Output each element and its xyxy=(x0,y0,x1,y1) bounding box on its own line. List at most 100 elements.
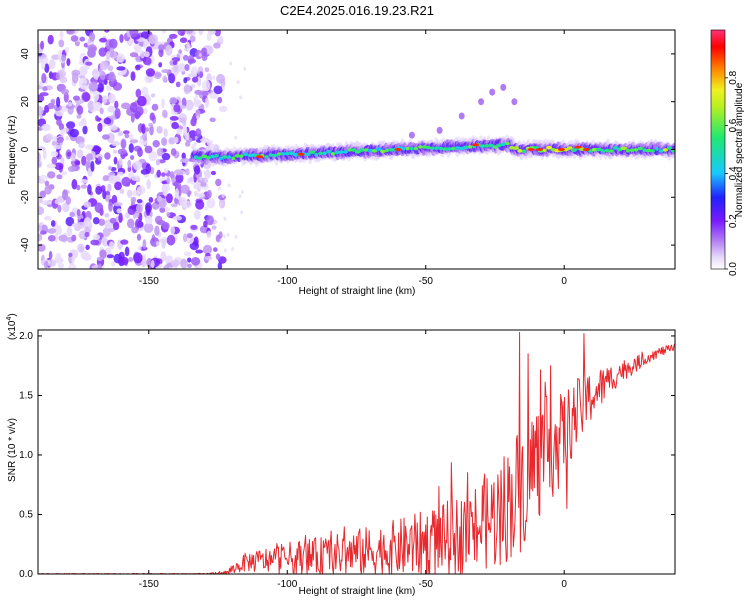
noise-speckle xyxy=(97,156,103,161)
noise-speckle xyxy=(200,47,208,56)
noise-speckle xyxy=(94,202,104,213)
noise-speckle xyxy=(195,94,199,99)
signal-core xyxy=(375,147,383,151)
noise-speckle xyxy=(175,81,181,88)
signal-core xyxy=(330,152,336,156)
colorbar-label: Normalized spectral amplitude xyxy=(734,82,745,217)
noise-speckle xyxy=(77,243,85,253)
signal-core xyxy=(334,150,340,155)
noise-speckle xyxy=(189,35,196,43)
noise-speckle xyxy=(136,203,143,214)
noise-speckle xyxy=(212,75,216,80)
signal-core xyxy=(645,148,652,153)
noise-speckle xyxy=(194,190,198,197)
noise-speckle xyxy=(124,133,130,139)
signal-outlier xyxy=(500,83,507,91)
noise-speckle xyxy=(114,108,121,119)
noise-speckle xyxy=(226,232,230,237)
noise-speckle xyxy=(207,189,212,199)
noise-speckle xyxy=(195,128,202,138)
noise-speckle xyxy=(85,160,92,169)
noise-speckle xyxy=(95,186,103,195)
noise-speckle xyxy=(112,221,120,231)
signal-core xyxy=(512,146,519,150)
noise-speckle xyxy=(68,165,76,173)
signal-core xyxy=(608,149,614,153)
noise-speckle xyxy=(131,226,139,234)
noise-speckle xyxy=(58,39,65,48)
noise-speckle xyxy=(144,145,153,154)
signal-core xyxy=(462,145,470,150)
noise-speckle xyxy=(219,238,223,243)
noise-speckle xyxy=(179,52,184,60)
noise-speckle xyxy=(173,30,179,33)
noise-speckle xyxy=(155,241,160,247)
noise-speckle xyxy=(170,148,177,156)
noise-speckle xyxy=(140,168,149,175)
noise-speckle xyxy=(179,37,188,43)
noise-speckle xyxy=(128,257,134,262)
colorbar: 0.0 0.2 0.4 0.6 0.8 Normalized spectral ampl… xyxy=(710,29,745,276)
noise-speckle xyxy=(198,30,204,36)
noise-speckle xyxy=(218,105,228,113)
spectrogram-y-tick-label: -40 xyxy=(20,237,31,252)
signal-core xyxy=(354,150,361,154)
noise-speckle xyxy=(137,147,143,157)
noise-speckle xyxy=(119,188,125,195)
noise-speckle xyxy=(119,34,124,43)
noise-speckle xyxy=(163,128,168,138)
noise-speckle xyxy=(161,183,171,193)
noise-speckle xyxy=(102,95,108,104)
noise-speckle xyxy=(140,31,149,40)
signal-core xyxy=(309,150,316,154)
noise-speckle xyxy=(141,86,149,97)
noise-speckle xyxy=(38,105,44,116)
signal-core xyxy=(637,146,644,151)
noise-speckle xyxy=(85,61,93,66)
noise-speckle xyxy=(64,47,70,54)
noise-speckle xyxy=(241,190,244,194)
noise-speckle xyxy=(134,210,140,218)
colorbar-tick-label: 0.8 xyxy=(728,70,739,84)
noise-speckle xyxy=(215,253,221,260)
noise-speckle xyxy=(83,217,92,227)
colorbar-tick-label: 0.0 xyxy=(728,262,739,276)
noise-speckle xyxy=(38,179,46,184)
noise-speckle xyxy=(217,261,223,269)
noise-speckle xyxy=(234,234,238,239)
noise-speckle xyxy=(229,61,233,66)
signal-core xyxy=(401,147,406,151)
noise-speckle xyxy=(71,179,78,190)
noise-speckle xyxy=(166,212,171,217)
noise-speckle xyxy=(199,71,204,78)
signal-core xyxy=(243,152,249,157)
noise-speckle xyxy=(137,245,142,251)
noise-speckle xyxy=(173,266,178,269)
noise-speckle xyxy=(193,100,202,107)
noise-speckle xyxy=(148,151,158,162)
noise-speckle xyxy=(171,259,180,268)
noise-speckle xyxy=(154,72,162,78)
signal-core xyxy=(492,145,498,149)
noise-speckle xyxy=(38,206,45,216)
signal-core xyxy=(277,152,281,156)
noise-speckle xyxy=(143,51,150,58)
noise-speckle xyxy=(149,112,155,121)
noise-speckle xyxy=(47,34,54,45)
noise-speckle xyxy=(173,169,184,176)
signal-core xyxy=(505,141,510,146)
signal-core xyxy=(338,150,344,154)
noise-speckle xyxy=(90,239,100,246)
noise-speckle xyxy=(137,95,147,107)
noise-speckle xyxy=(135,88,142,98)
spectrogram-x-tick-label: -50 xyxy=(419,276,434,287)
noise-speckle xyxy=(50,220,56,227)
noise-speckle xyxy=(185,99,194,111)
noise-speckle xyxy=(136,233,142,241)
noise-speckle xyxy=(211,225,217,230)
noise-speckle xyxy=(187,263,192,268)
signal-core xyxy=(314,152,319,157)
noise-speckle xyxy=(96,256,103,261)
noise-speckle xyxy=(204,255,213,261)
noise-speckle xyxy=(163,168,169,174)
